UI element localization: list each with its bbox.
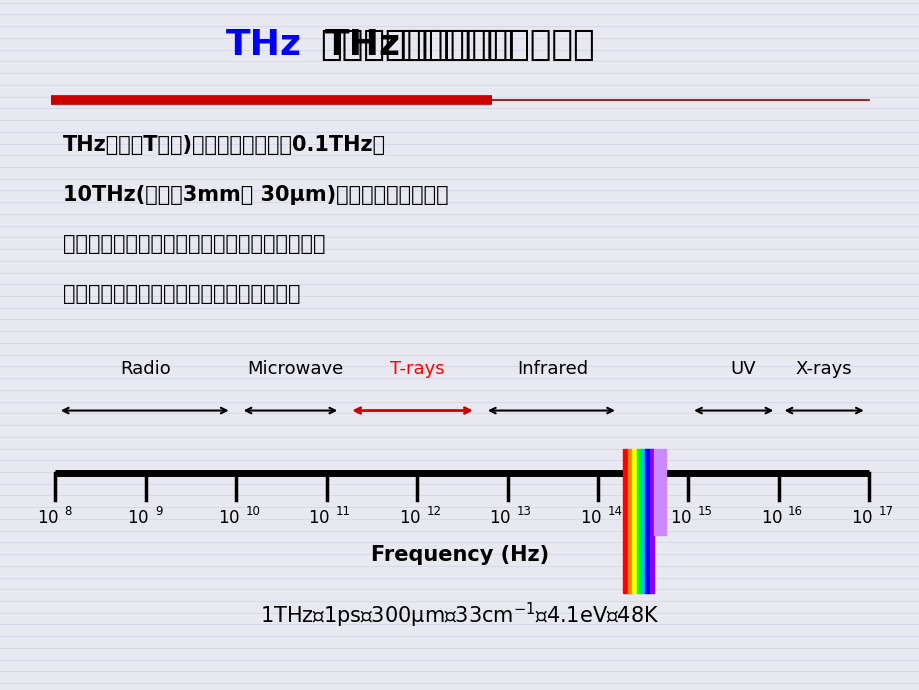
Text: 9: 9 bbox=[154, 505, 162, 518]
Text: 16: 16 bbox=[788, 505, 802, 518]
Text: UV: UV bbox=[729, 360, 754, 378]
Text: 段在微波和红外光之间，属于远红外波段，此波: 段在微波和红外光之间，属于远红外波段，此波 bbox=[62, 235, 324, 254]
Bar bbox=[623, 448, 627, 593]
Text: $10$: $10$ bbox=[489, 509, 511, 526]
Text: 17: 17 bbox=[878, 505, 892, 518]
Text: $10$: $10$ bbox=[760, 509, 782, 526]
Text: 13: 13 bbox=[516, 505, 531, 518]
Text: THz在电磁波谱中的位置: THz在电磁波谱中的位置 bbox=[324, 28, 595, 62]
Text: THz辐射（T射线)通常指的是频率在0.1THz～: THz辐射（T射线)通常指的是频率在0.1THz～ bbox=[62, 135, 385, 155]
Text: Infrared: Infrared bbox=[516, 360, 587, 378]
Text: 12: 12 bbox=[425, 505, 441, 518]
Text: 10: 10 bbox=[245, 505, 260, 518]
Text: 15: 15 bbox=[697, 505, 712, 518]
Text: Radio: Radio bbox=[120, 360, 171, 378]
Text: Microwave: Microwave bbox=[246, 360, 343, 378]
Text: 8: 8 bbox=[64, 505, 72, 518]
Text: 段是人们所剩的最后一个未被开发的波段。: 段是人们所剩的最后一个未被开发的波段。 bbox=[62, 284, 300, 304]
Bar bbox=[649, 448, 653, 593]
Bar bbox=[636, 448, 641, 593]
Text: 14: 14 bbox=[607, 505, 621, 518]
Text: 1THz～1ps～300μm～33cm$^{-1}$～4.1eV～48K: 1THz～1ps～300μm～33cm$^{-1}$～4.1eV～48K bbox=[260, 601, 659, 630]
Text: THz: THz bbox=[225, 28, 301, 62]
Text: X-rays: X-rays bbox=[795, 360, 852, 378]
Text: $10$: $10$ bbox=[37, 509, 59, 526]
Text: $10$: $10$ bbox=[398, 509, 420, 526]
Bar bbox=[627, 448, 631, 593]
Text: $10$: $10$ bbox=[218, 509, 240, 526]
Text: 在电磁波谱中的位置: 在电磁波谱中的位置 bbox=[320, 28, 515, 62]
Bar bbox=[644, 448, 649, 593]
Text: $10$: $10$ bbox=[579, 509, 601, 526]
Text: Frequency (Hz): Frequency (Hz) bbox=[370, 546, 549, 565]
Text: $10$: $10$ bbox=[308, 509, 330, 526]
Bar bbox=[641, 448, 644, 593]
Text: T-rays: T-rays bbox=[390, 360, 444, 378]
Text: $10$: $10$ bbox=[669, 509, 691, 526]
Text: $10$: $10$ bbox=[850, 509, 872, 526]
Text: 10THz(波长在3mm～ 30μm)之间的电磁波，其波: 10THz(波长在3mm～ 30μm)之间的电磁波，其波 bbox=[62, 185, 448, 204]
Text: 11: 11 bbox=[335, 505, 350, 518]
Bar bbox=[631, 448, 636, 593]
Text: $10$: $10$ bbox=[127, 509, 149, 526]
Bar bbox=[653, 448, 665, 535]
